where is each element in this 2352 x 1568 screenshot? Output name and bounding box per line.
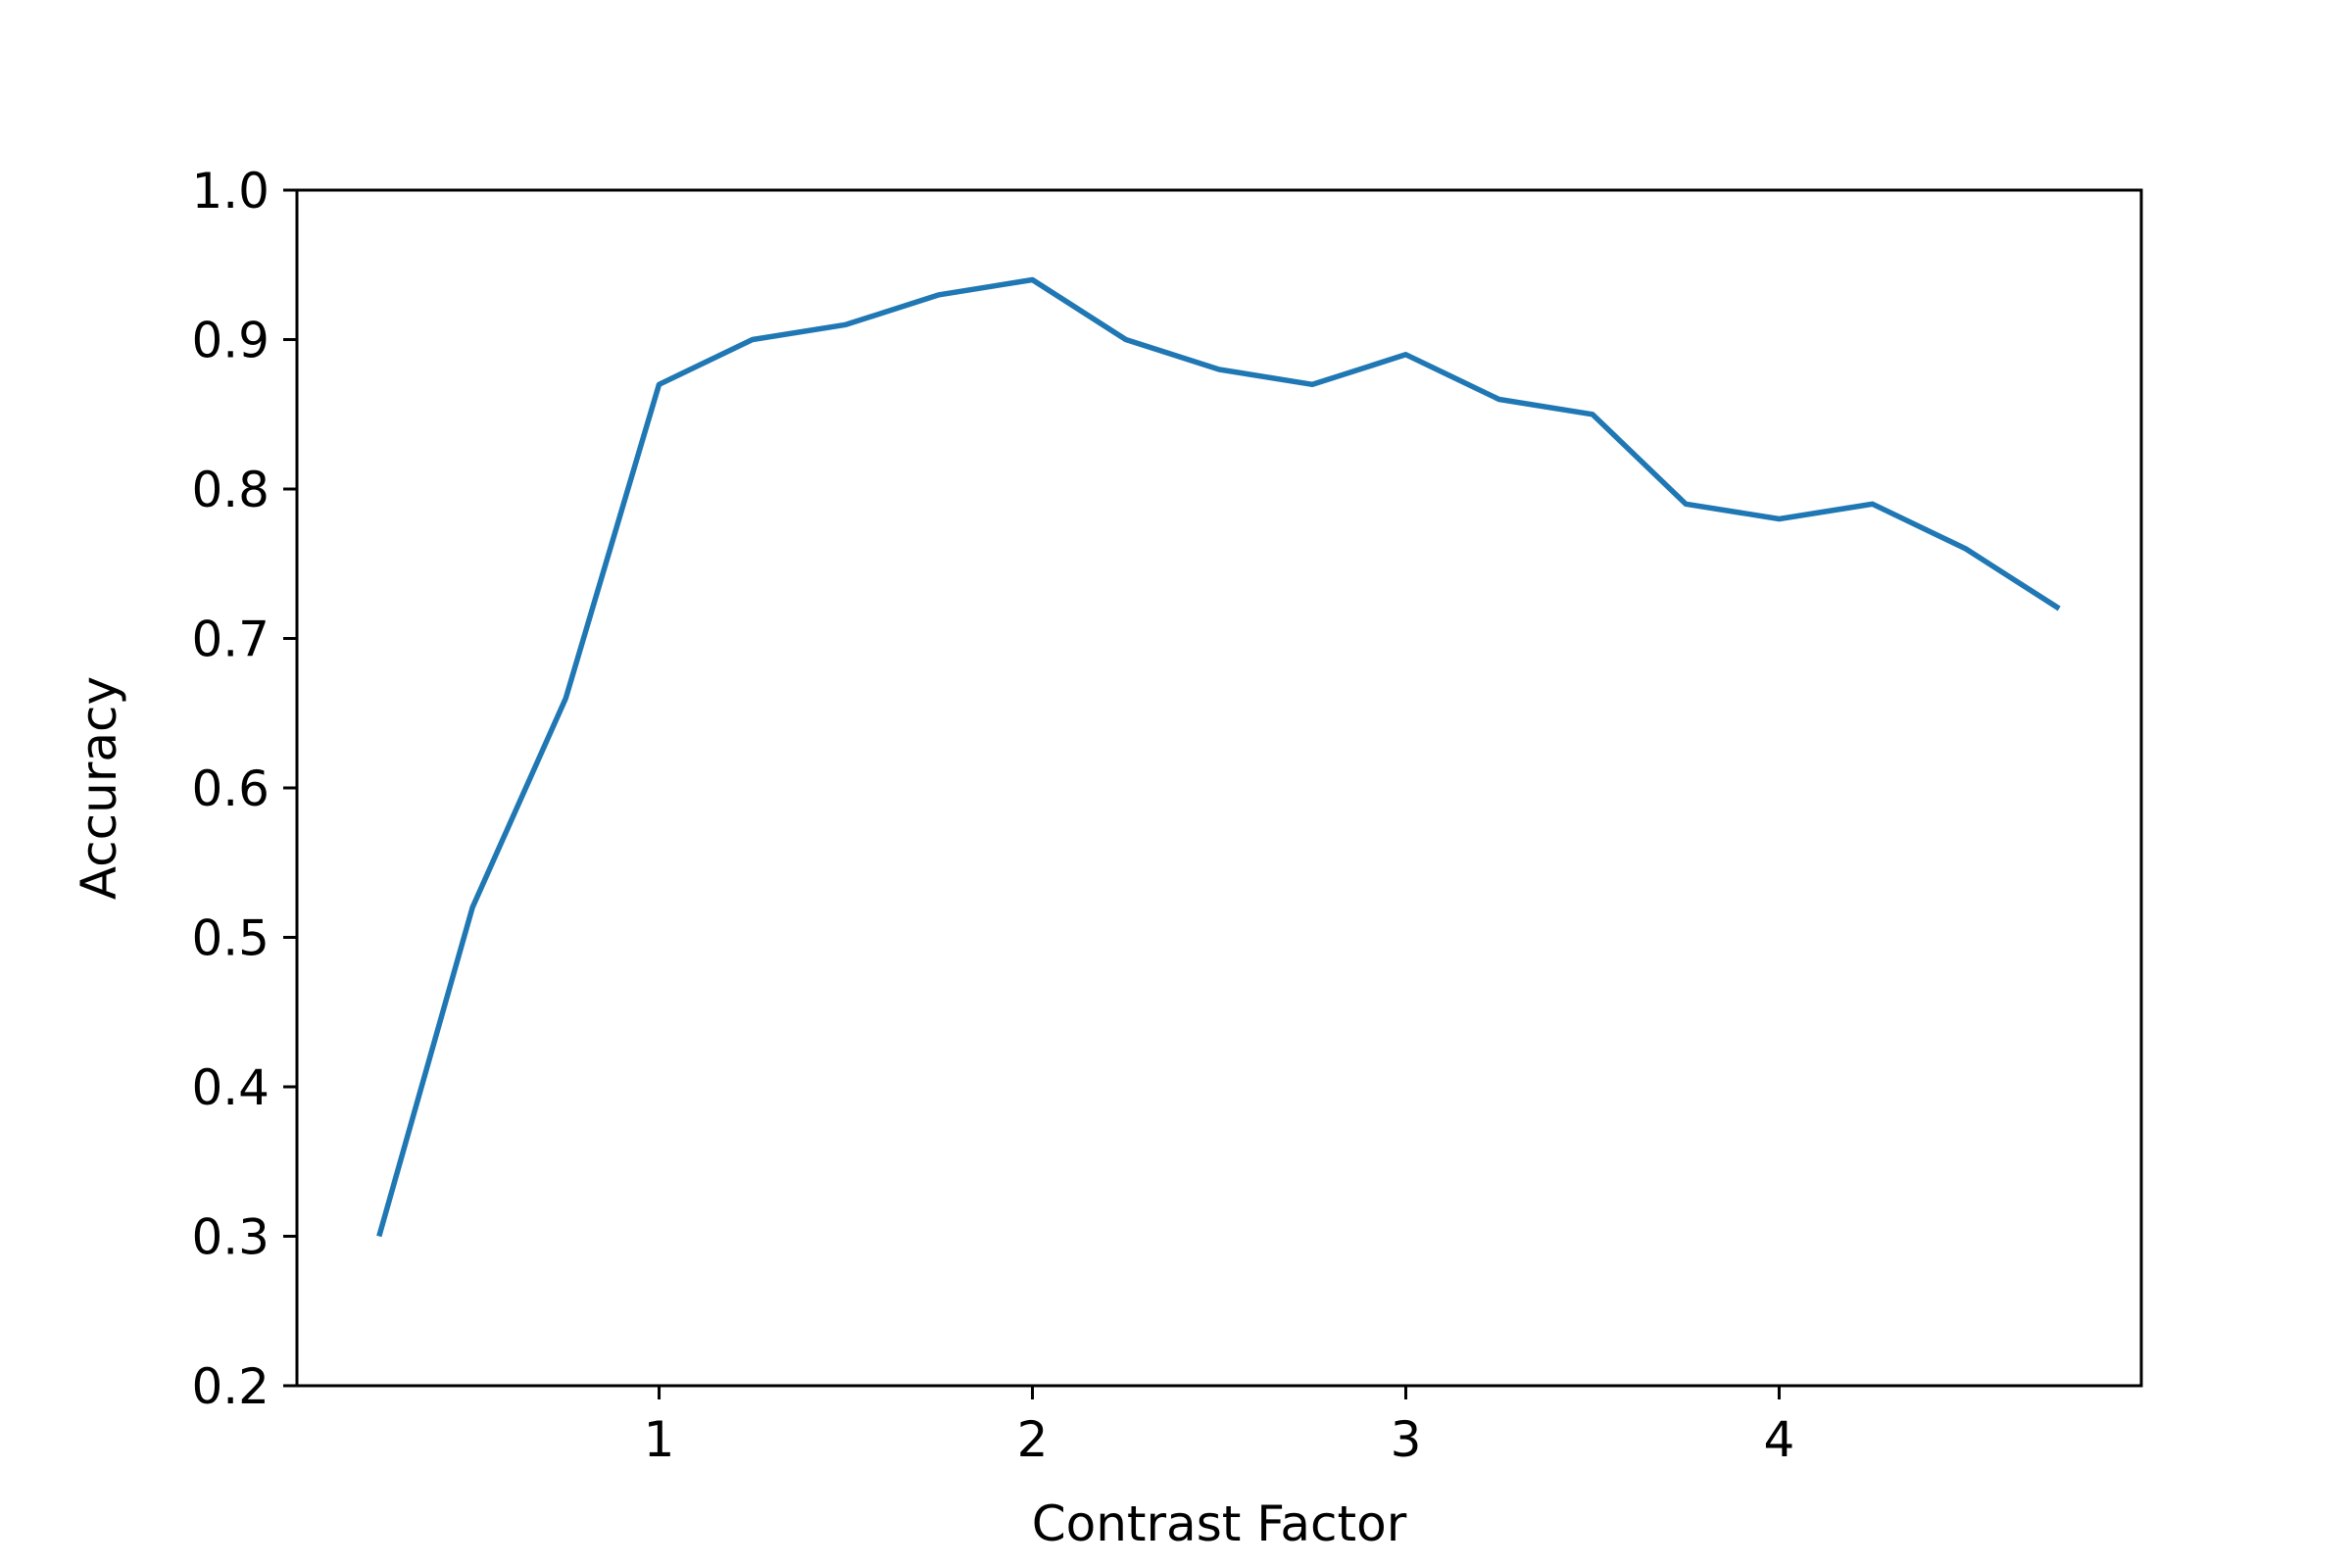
plot-frame — [295, 188, 2143, 1388]
x-axis-title: Contrast Factor — [1032, 1495, 1407, 1552]
axis-layer: 1 2 3 4 0.2 0.3 0.4 0.5 0.6 0.7 0.8 0.9 1.0 — [191, 163, 1794, 1468]
y-axis-title: Accuracy — [71, 676, 127, 900]
y-tick-label: 0.9 — [191, 313, 270, 369]
x-tick-label: 2 — [1017, 1411, 1049, 1468]
y-tick-label: 1.0 — [191, 163, 270, 220]
x-tick-label: 1 — [644, 1411, 675, 1468]
y-tick-label: 0.3 — [191, 1209, 270, 1266]
y-tick-label: 0.7 — [191, 612, 270, 668]
y-tick-label: 0.8 — [191, 462, 270, 518]
y-tick-label: 0.5 — [191, 910, 270, 967]
x-tick-label: 4 — [1764, 1411, 1795, 1468]
y-tick-label: 0.2 — [191, 1358, 270, 1415]
accuracy-series-line — [376, 276, 2061, 1238]
x-tick-label: 3 — [1391, 1411, 1422, 1468]
y-tick-label: 0.4 — [191, 1059, 270, 1116]
series-layer — [376, 276, 2061, 1238]
y-tick-label: 0.6 — [191, 760, 270, 817]
